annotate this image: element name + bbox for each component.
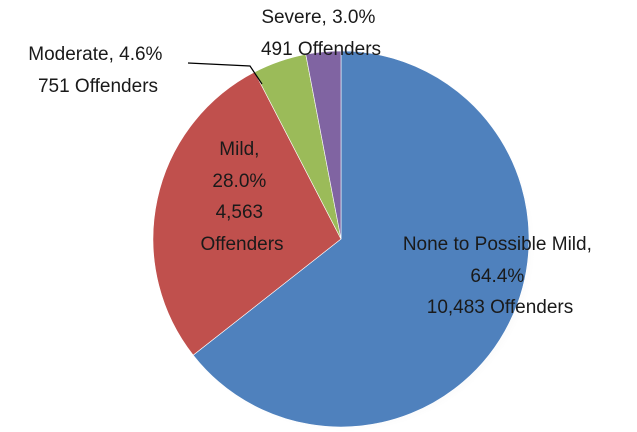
severe-label: Severe, 3.0% 491 Offenders (261, 7, 381, 60)
moderate-leader-line (187, 62, 263, 85)
none-label: None to Possible Mild, 64.4% 10,483 Offe… (403, 234, 597, 318)
none-to-possible-mild-slice (192, 50, 530, 428)
mild-offenders-word: Offenders (200, 234, 283, 255)
mild-slice (152, 71, 342, 356)
pie-slices (152, 50, 530, 428)
mild-label: Mild, 28.0% 4,563 Offenders (200, 139, 283, 255)
mild-count: 4,563 (216, 202, 264, 223)
severe-slice (305, 50, 342, 240)
moderate-label: Moderate, 4.6% 751 Offenders (28, 44, 167, 97)
